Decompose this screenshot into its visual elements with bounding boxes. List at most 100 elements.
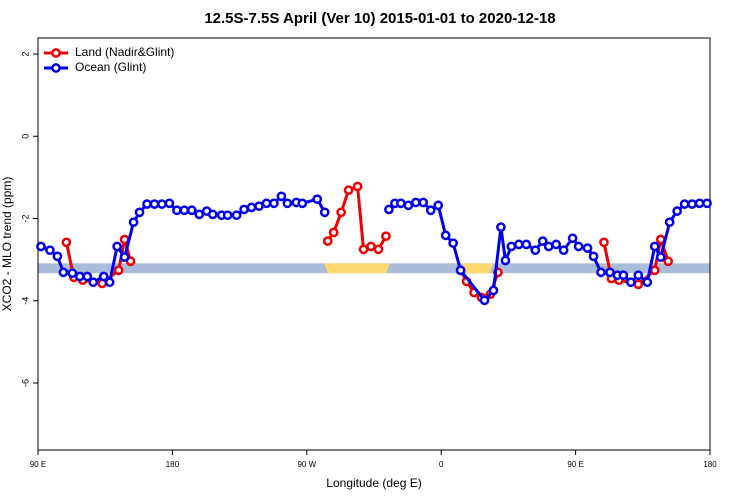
data-point (98, 271, 109, 282)
data-point (642, 277, 653, 288)
x-axis-label: Longitude (deg E) (326, 476, 421, 490)
x-tick-label: 90 E (30, 460, 46, 469)
data-point (58, 267, 69, 278)
highlight-region (323, 263, 390, 274)
data-point (343, 185, 354, 195)
data-point (207, 209, 218, 220)
data-point (455, 265, 466, 276)
data-point (222, 210, 233, 221)
data-point (649, 265, 660, 276)
data-point (605, 267, 615, 278)
data-point (496, 222, 506, 232)
data-point (567, 233, 578, 244)
legend-marker (51, 63, 61, 73)
data-point (128, 217, 139, 228)
data-point (633, 279, 644, 290)
data-point (543, 241, 554, 252)
data-point (506, 241, 517, 252)
data-point (410, 197, 421, 208)
highlight-region (462, 263, 494, 274)
series-line (326, 184, 388, 252)
x-tick-label: 180 (703, 460, 717, 469)
data-point (312, 194, 323, 205)
data-point (328, 227, 339, 238)
data-point (672, 206, 682, 216)
data-point (582, 243, 593, 253)
data-point (239, 204, 249, 215)
data-point (134, 207, 145, 218)
data-point (663, 256, 674, 267)
data-point (82, 271, 93, 282)
data-point (319, 207, 330, 218)
data-point (276, 191, 287, 202)
data-point (157, 199, 167, 209)
x-tick-label: 90 E (567, 460, 583, 469)
data-point (366, 241, 376, 252)
data-point (269, 198, 279, 209)
data-point (112, 241, 122, 252)
data-point (588, 251, 599, 262)
data-point (396, 198, 406, 209)
data-point (384, 204, 394, 215)
data-point (599, 237, 609, 248)
data-point (352, 181, 363, 192)
data-point (322, 236, 333, 246)
data-point (626, 277, 636, 288)
data-point (618, 270, 629, 281)
data-point (254, 201, 264, 212)
legend-label: Ocean (Glint) (75, 60, 146, 74)
data-point (149, 199, 160, 209)
data-point (649, 241, 660, 252)
data-point (702, 198, 712, 209)
y-tick-label: -6 (20, 379, 30, 387)
data-point (679, 199, 690, 209)
data-point (664, 217, 675, 228)
data-point (142, 199, 152, 209)
data-point (67, 268, 78, 279)
data-point (74, 271, 85, 282)
x-tick-label: 180 (166, 460, 180, 469)
data-point (551, 239, 562, 250)
legend-label: Land (Nadir&Glint) (75, 45, 174, 59)
data-point (119, 252, 130, 263)
data-point (336, 207, 346, 218)
data-point (530, 245, 541, 256)
data-point (172, 205, 182, 216)
data-point (113, 265, 124, 276)
data-point (164, 198, 175, 209)
data-point (488, 285, 499, 296)
data-point (448, 238, 458, 249)
data-point (655, 252, 666, 263)
data-point (297, 198, 308, 209)
data-point (418, 197, 429, 208)
data-point (596, 267, 606, 278)
data-point (373, 244, 384, 255)
data-point (633, 270, 644, 281)
data-point (179, 205, 190, 216)
y-tick-label: -4 (20, 297, 30, 305)
data-point (231, 210, 242, 221)
data-point (36, 241, 46, 252)
data-point (514, 239, 524, 250)
data-point (403, 200, 414, 211)
chart-title: 12.5S-7.5S April (Ver 10) 2015-01-01 to … (204, 10, 555, 27)
y-tick-label: 2 (20, 52, 30, 57)
data-point (104, 277, 115, 288)
data-point (694, 198, 705, 209)
y-axis-label: XCO2 - MLO trend (ppm) (0, 177, 14, 312)
data-point (88, 277, 99, 288)
data-point (425, 205, 436, 216)
x-tick-label: 0 (439, 460, 444, 469)
data-point (479, 295, 490, 306)
data-point (521, 239, 532, 250)
data-point (381, 231, 391, 242)
data-point (573, 241, 584, 252)
data-point (358, 244, 369, 255)
data-point (558, 245, 569, 256)
data-point (61, 237, 72, 248)
data-point (440, 230, 451, 241)
data-point (52, 251, 63, 262)
x-tick-label: 90 W (297, 460, 316, 469)
data-point (433, 200, 444, 211)
